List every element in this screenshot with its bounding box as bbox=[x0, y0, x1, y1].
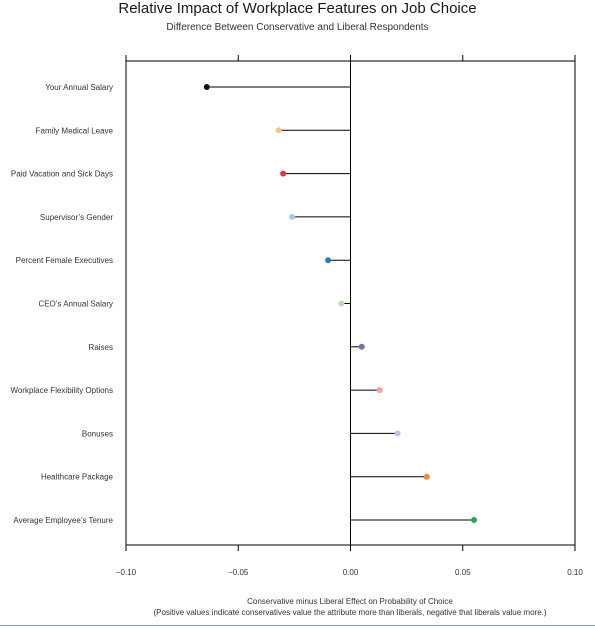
chart-subtitle: Difference Between Conservative and Libe… bbox=[166, 22, 429, 33]
y-category-label: Raises bbox=[89, 343, 113, 352]
data-dot bbox=[203, 84, 210, 90]
data-dot bbox=[394, 430, 401, 437]
x-axis-label-block: Conservative minus Liberal Effect on Pro… bbox=[0, 596, 595, 618]
y-category-label: Supervisor’s Gender bbox=[40, 213, 113, 222]
x-tick-label: 0.00 bbox=[343, 568, 359, 577]
data-dot bbox=[275, 127, 282, 134]
x-axis-label: Conservative minus Liberal Effect on Pro… bbox=[247, 597, 453, 606]
data-dot bbox=[325, 257, 332, 264]
y-category-label: Workplace Flexibility Options bbox=[10, 386, 113, 395]
x-tick-label: 0.10 bbox=[567, 568, 583, 577]
bottom-rule bbox=[0, 625, 595, 626]
y-category-label: Your Annual Salary bbox=[45, 83, 113, 92]
x-tick-label: −0.05 bbox=[228, 568, 249, 577]
data-dot bbox=[338, 300, 345, 307]
data-dot bbox=[376, 387, 383, 394]
x-tick-label: −0.10 bbox=[116, 568, 137, 577]
y-category-label: Percent Female Executives bbox=[16, 256, 113, 265]
data-dot bbox=[358, 343, 365, 350]
data-dot bbox=[470, 517, 477, 523]
data-dot bbox=[289, 213, 296, 220]
y-category-label: Bonuses bbox=[82, 429, 113, 438]
data-dot bbox=[280, 170, 287, 177]
x-axis-note: (Positive values indicate conservatives … bbox=[153, 608, 547, 617]
y-category-label: Family Medical Leave bbox=[36, 126, 114, 135]
y-category-label: CEO’s Annual Salary bbox=[38, 300, 113, 309]
chart-title: Relative Impact of Workplace Features on… bbox=[118, 0, 477, 17]
y-category-label: Healthcare Package bbox=[41, 473, 114, 482]
data-dot bbox=[423, 473, 430, 480]
x-tick-label: 0.05 bbox=[455, 568, 471, 577]
y-category-label: Average Employee’s Tenure bbox=[13, 516, 113, 525]
y-category-label: Paid Vacation and Sick Days bbox=[11, 170, 113, 179]
